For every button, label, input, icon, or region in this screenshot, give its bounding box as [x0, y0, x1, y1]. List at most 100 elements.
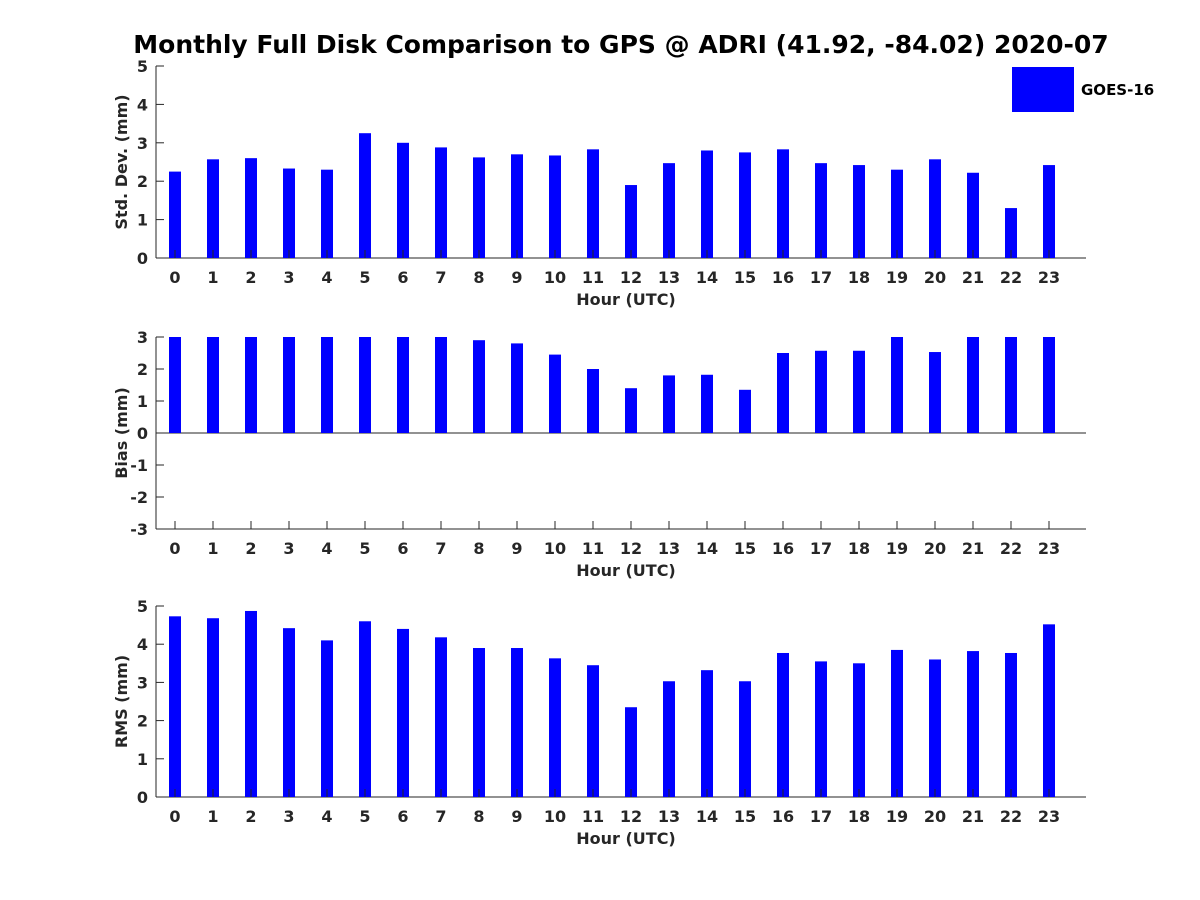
rms-bar: [1005, 652, 1017, 797]
bias-x-tick-label: 8: [473, 539, 484, 558]
bias-bar: [207, 337, 219, 433]
rms-x-tick-label: 5: [359, 807, 370, 826]
bias-x-tick-label: 6: [397, 539, 408, 558]
bias-x-tick-label: 21: [962, 539, 984, 558]
stddev-x-tick-label: 10: [544, 268, 566, 287]
bias-x-tick-label: 17: [810, 539, 832, 558]
rms-y-axis-label: RMS (mm): [112, 655, 131, 748]
rms-x-tick-label: 23: [1038, 807, 1060, 826]
rms-bar: [321, 640, 333, 797]
rms-x-tick-label: 9: [511, 807, 522, 826]
bias-y-tick-label: 1: [137, 392, 148, 411]
stddev-y-tick-label: 3: [137, 134, 148, 153]
stddev-x-tick-label: 2: [245, 268, 256, 287]
bias-x-tick-label: 10: [544, 539, 566, 558]
stddev-y-tick-label: 2: [137, 172, 148, 191]
stddev-bar: [1043, 165, 1055, 258]
rms-x-tick-label: 15: [734, 807, 756, 826]
bias-bar: [891, 337, 903, 433]
stddev-x-tick-label: 19: [886, 268, 908, 287]
stddev-bar: [549, 155, 561, 258]
bias-bar: [853, 350, 865, 433]
bias-x-tick-label: 3: [283, 539, 294, 558]
rms-x-tick-label: 0: [169, 807, 180, 826]
stddev-y-tick-label: 0: [137, 249, 148, 268]
stddev-x-tick-label: 18: [848, 268, 870, 287]
stddev-x-tick-label: 22: [1000, 268, 1022, 287]
bias-y-tick-label: -1: [130, 456, 148, 475]
rms-bar: [891, 649, 903, 797]
stddev-bar: [1005, 208, 1017, 258]
bias-y-tick-label: -2: [130, 488, 148, 507]
stddev-bar: [701, 150, 713, 258]
rms-x-tick-label: 6: [397, 807, 408, 826]
rms-x-tick-label: 4: [321, 807, 332, 826]
bias-x-tick-label: 1: [207, 539, 218, 558]
rms-y-tick-label: 2: [137, 712, 148, 731]
stddev-bar: [169, 171, 181, 258]
bias-x-tick-label: 0: [169, 539, 180, 558]
rms-x-tick-label: 20: [924, 807, 946, 826]
stddev-x-tick-label: 17: [810, 268, 832, 287]
stddev-x-tick-label: 1: [207, 268, 218, 287]
stddev-bar: [929, 159, 941, 258]
rms-bar: [207, 618, 219, 797]
figure-title: Monthly Full Disk Comparison to GPS @ AD…: [133, 30, 1109, 59]
bias-y-tick-label: 0: [137, 424, 148, 443]
bias-bar: [1043, 337, 1055, 433]
bias-x-tick-label: 22: [1000, 539, 1022, 558]
rms-x-tick-label: 7: [435, 807, 446, 826]
stddev-bar: [967, 172, 979, 258]
rms-bar: [853, 663, 865, 797]
bias-y-tick-label: 2: [137, 360, 148, 379]
stddev-x-axis-label: Hour (UTC): [576, 290, 676, 309]
rms-x-tick-label: 22: [1000, 807, 1022, 826]
stddev-y-tick-label: 5: [137, 57, 148, 76]
rms-y-tick-label: 3: [137, 673, 148, 692]
stddev-x-tick-label: 14: [696, 268, 718, 287]
stddev-bar: [283, 168, 295, 258]
bias-bar: [739, 389, 751, 433]
rms-bar: [169, 616, 181, 797]
stddev-x-tick-label: 21: [962, 268, 984, 287]
stddev-x-tick-label: 12: [620, 268, 642, 287]
rms-bar: [283, 628, 295, 797]
rms-x-tick-label: 8: [473, 807, 484, 826]
rms-x-tick-label: 1: [207, 807, 218, 826]
stddev-x-tick-label: 8: [473, 268, 484, 287]
rms-x-tick-label: 13: [658, 807, 680, 826]
rms-bar: [397, 628, 409, 797]
rms-bar: [435, 637, 447, 797]
stddev-bar: [777, 149, 789, 258]
bias-x-tick-label: 19: [886, 539, 908, 558]
bias-bar: [435, 337, 447, 433]
stddev-bar: [321, 169, 333, 258]
stddev-x-tick-label: 0: [169, 268, 180, 287]
stddev-bar: [397, 142, 409, 258]
bias-bar: [397, 337, 409, 433]
bias-x-tick-label: 7: [435, 539, 446, 558]
rms-bar: [511, 648, 523, 797]
rms-y-tick-label: 1: [137, 750, 148, 769]
rms-x-tick-label: 12: [620, 807, 642, 826]
stddev-bar: [359, 133, 371, 258]
rms-x-tick-label: 16: [772, 807, 794, 826]
bias-y-tick-label: 3: [137, 328, 148, 347]
bias-bar: [815, 350, 827, 433]
legend-label: GOES-16: [1081, 81, 1155, 99]
bias-bar: [929, 352, 941, 433]
stddev-x-tick-label: 6: [397, 268, 408, 287]
rms-bar: [701, 670, 713, 797]
rms-y-tick-label: 4: [137, 635, 148, 654]
stddev-x-tick-label: 5: [359, 268, 370, 287]
legend-swatch: [1012, 67, 1074, 112]
stddev-bar: [473, 157, 485, 258]
bias-bar: [1005, 337, 1017, 433]
bias-bar: [359, 337, 371, 433]
bias-bar: [625, 388, 637, 433]
stddev-bar: [511, 154, 523, 258]
stddev-bar: [663, 163, 675, 258]
stddev-y-tick-label: 4: [137, 95, 148, 114]
stddev-x-tick-label: 11: [582, 268, 604, 287]
rms-x-tick-label: 19: [886, 807, 908, 826]
